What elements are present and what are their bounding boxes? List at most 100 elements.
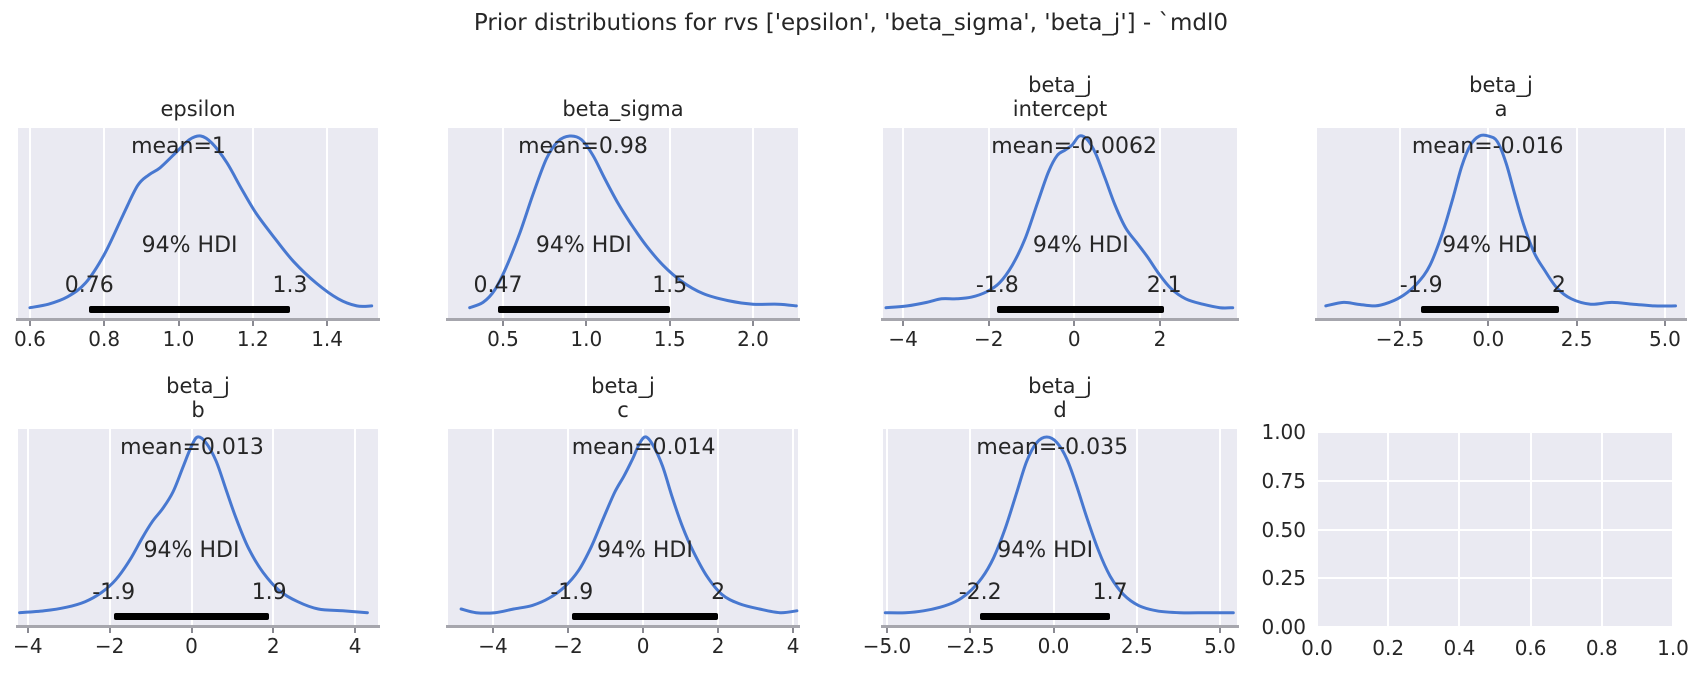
hdi-upper-label: 2: [711, 580, 726, 605]
plot-area: [1317, 432, 1673, 627]
kde-curve-path: [1324, 133, 1677, 308]
x-tick-label: −4: [13, 634, 43, 658]
gridline: [1575, 128, 1578, 318]
gridline: [1399, 128, 1401, 318]
gridline: [1159, 128, 1161, 318]
subplot-beta-j-intercept: beta_j intercept −4 −2 0 2 mean=-0.0062 94% HDI…: [881, 73, 1239, 351]
x-tick-mark: [1575, 321, 1578, 326]
subplot-epsilon: epsilon 0.6 0.8 1.0 1.2 1.4 mean=1 94% HDI 0.76 1…: [14, 97, 380, 351]
subplot-beta-j-b: beta_j b −4 −2 0 2 4 mean=0.013 94% HDI -1.9 1.9: [13, 374, 380, 658]
gridline: [251, 128, 254, 318]
hdi-bar: [498, 306, 670, 313]
mean-label: mean=-0.0062: [991, 134, 1157, 159]
hdi-upper-label: 2.1: [1146, 273, 1182, 298]
kde-curve: [883, 435, 1235, 615]
subplot-beta-j-d: beta_j d −5.0 −2.5 0.0 2.5 5.0 mean=-0.035 94% H…: [863, 374, 1239, 658]
x-tick-mark: [567, 628, 569, 633]
gridline: [1052, 429, 1055, 625]
x-tick-mark: [752, 321, 754, 326]
x-tick-mark: [642, 628, 645, 633]
x-tick-mark: [886, 628, 888, 633]
x-tick-label: 0.6: [1514, 636, 1547, 660]
x-tick-mark: [1135, 628, 1138, 633]
gridline: [492, 429, 494, 625]
x-tick-label: 0.8: [1585, 636, 1618, 660]
x-tick-mark: [585, 321, 588, 326]
x-tick-label: 0.8: [88, 327, 121, 351]
mean-label: mean=0.014: [571, 435, 716, 460]
gridline: [567, 429, 569, 625]
gridline: [177, 128, 180, 318]
x-tick-label: −2: [973, 327, 1004, 351]
x-tick-label: 0.2: [1372, 636, 1405, 660]
kde-curve-path: [884, 134, 1235, 310]
x-tick-mark: [969, 628, 972, 633]
hdi-interval-label: 94% HDI: [141, 233, 238, 258]
gridline: [902, 128, 905, 318]
x-axis-spine: [446, 318, 800, 321]
mean-label: mean=-0.016: [1411, 134, 1564, 159]
x-tick-label: 2.0: [737, 327, 769, 351]
gridline: [1317, 528, 1673, 531]
x-axis-spine: [16, 625, 380, 628]
x-tick-mark: [26, 628, 29, 633]
x-tick-label: 2: [1153, 327, 1167, 351]
hdi-interval-label: 94% HDI: [143, 538, 240, 563]
x-tick-mark: [28, 321, 31, 326]
kde-curve-path: [459, 435, 799, 615]
gridline: [642, 429, 645, 625]
y-tick-label: 0.75: [1261, 468, 1306, 493]
x-tick-label: −4: [478, 634, 508, 658]
hdi-bar: [89, 306, 290, 313]
x-tick-mark: [492, 628, 494, 633]
x-tick-label: 0.5: [487, 327, 519, 351]
hdi-upper-label: 1.5: [652, 273, 688, 298]
mean-label: mean=0.013: [120, 435, 264, 460]
subplot-title: epsilon: [160, 97, 236, 121]
x-tick-label: 5.0: [1648, 327, 1681, 351]
hdi-upper-label: 1.9: [251, 580, 287, 605]
x-tick-mark: [1487, 321, 1490, 326]
gridline: [1317, 479, 1673, 482]
gridline: [752, 128, 754, 318]
mean-label: mean=1: [131, 134, 226, 159]
x-tick-label: −4: [888, 327, 918, 351]
figure-title: Prior distributions for rvs ['epsilon', …: [473, 10, 1229, 36]
x-tick-label: 0: [1067, 327, 1081, 351]
hdi-interval-label: 94% HDI: [1032, 233, 1129, 258]
hdi-bar: [113, 613, 270, 620]
x-tick-mark: [668, 321, 671, 326]
kde-curve: [459, 435, 799, 615]
x-tick-mark: [103, 321, 106, 326]
plot-area: [448, 429, 798, 625]
gridline: [969, 429, 972, 625]
x-tick-mark: [1399, 321, 1401, 326]
gridline: [1073, 128, 1076, 318]
mean-label: mean=0.98: [518, 134, 648, 159]
gridline: [585, 128, 588, 318]
x-tick-mark: [1052, 628, 1055, 633]
gridline: [354, 429, 357, 625]
gridline: [103, 128, 106, 318]
x-tick-mark: [177, 321, 180, 326]
y-tick-label: 0.50: [1261, 517, 1306, 542]
plot-area: [18, 128, 378, 318]
subplot-beta-j-a: beta_j a −2.5 0.0 2.5 5.0 mean=-0.016 94% HDI -1…: [1315, 73, 1687, 351]
gridline: [1663, 128, 1666, 318]
hdi-interval-label: 94% HDI: [1442, 233, 1539, 258]
subplot-title: beta_j intercept: [1012, 73, 1108, 121]
x-tick-mark: [354, 628, 357, 633]
hdi-upper-label: 1.7: [1092, 580, 1128, 605]
hdi-lower-label: 0.47: [473, 273, 523, 298]
x-tick-label: −2: [94, 634, 125, 658]
x-tick-label: 0.0: [1301, 636, 1333, 660]
x-tick-label: 1.4: [311, 327, 343, 351]
x-tick-mark: [1663, 321, 1666, 326]
gridline: [1219, 429, 1221, 625]
kde-curve: [468, 134, 798, 310]
kde-curve: [18, 435, 369, 615]
x-tick-label: 0.4: [1443, 636, 1476, 660]
gridline: [668, 128, 671, 318]
